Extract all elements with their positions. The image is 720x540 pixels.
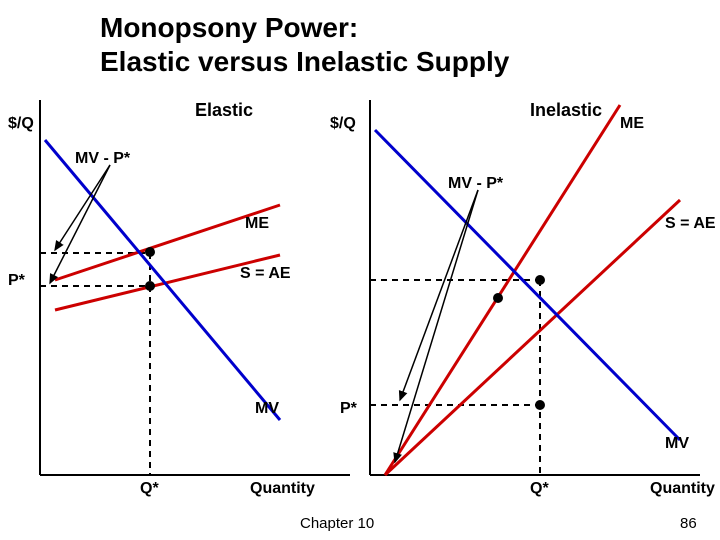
right-pstar-label: P* — [340, 400, 357, 418]
left-pstar-label: P* — [8, 272, 25, 290]
diagram-svg — [0, 0, 720, 540]
right-xlabel: Quantity — [650, 480, 715, 498]
right-me-label: ME — [620, 115, 644, 133]
footer-chapter: Chapter 10 — [300, 515, 374, 532]
right-ylabel: $/Q — [330, 115, 356, 133]
right-qstar-label: Q* — [530, 480, 549, 498]
right-mv-label: MV — [665, 435, 689, 453]
footer-page: 86 — [680, 515, 697, 532]
right-sae-label: S = AE — [665, 215, 716, 233]
right-chart-title: Inelastic — [530, 100, 602, 121]
left-qstar-label: Q* — [140, 480, 159, 498]
right-mvpstar-label: MV - P* — [448, 175, 503, 193]
left-sae-label: S = AE — [240, 265, 291, 283]
left-me-label: ME — [245, 215, 269, 233]
left-mvpstar-label: MV - P* — [75, 150, 130, 168]
left-mv-label: MV — [255, 400, 279, 418]
left-xlabel: Quantity — [250, 480, 315, 498]
left-ylabel: $/Q — [8, 115, 34, 133]
left-chart-title: Elastic — [195, 100, 253, 121]
